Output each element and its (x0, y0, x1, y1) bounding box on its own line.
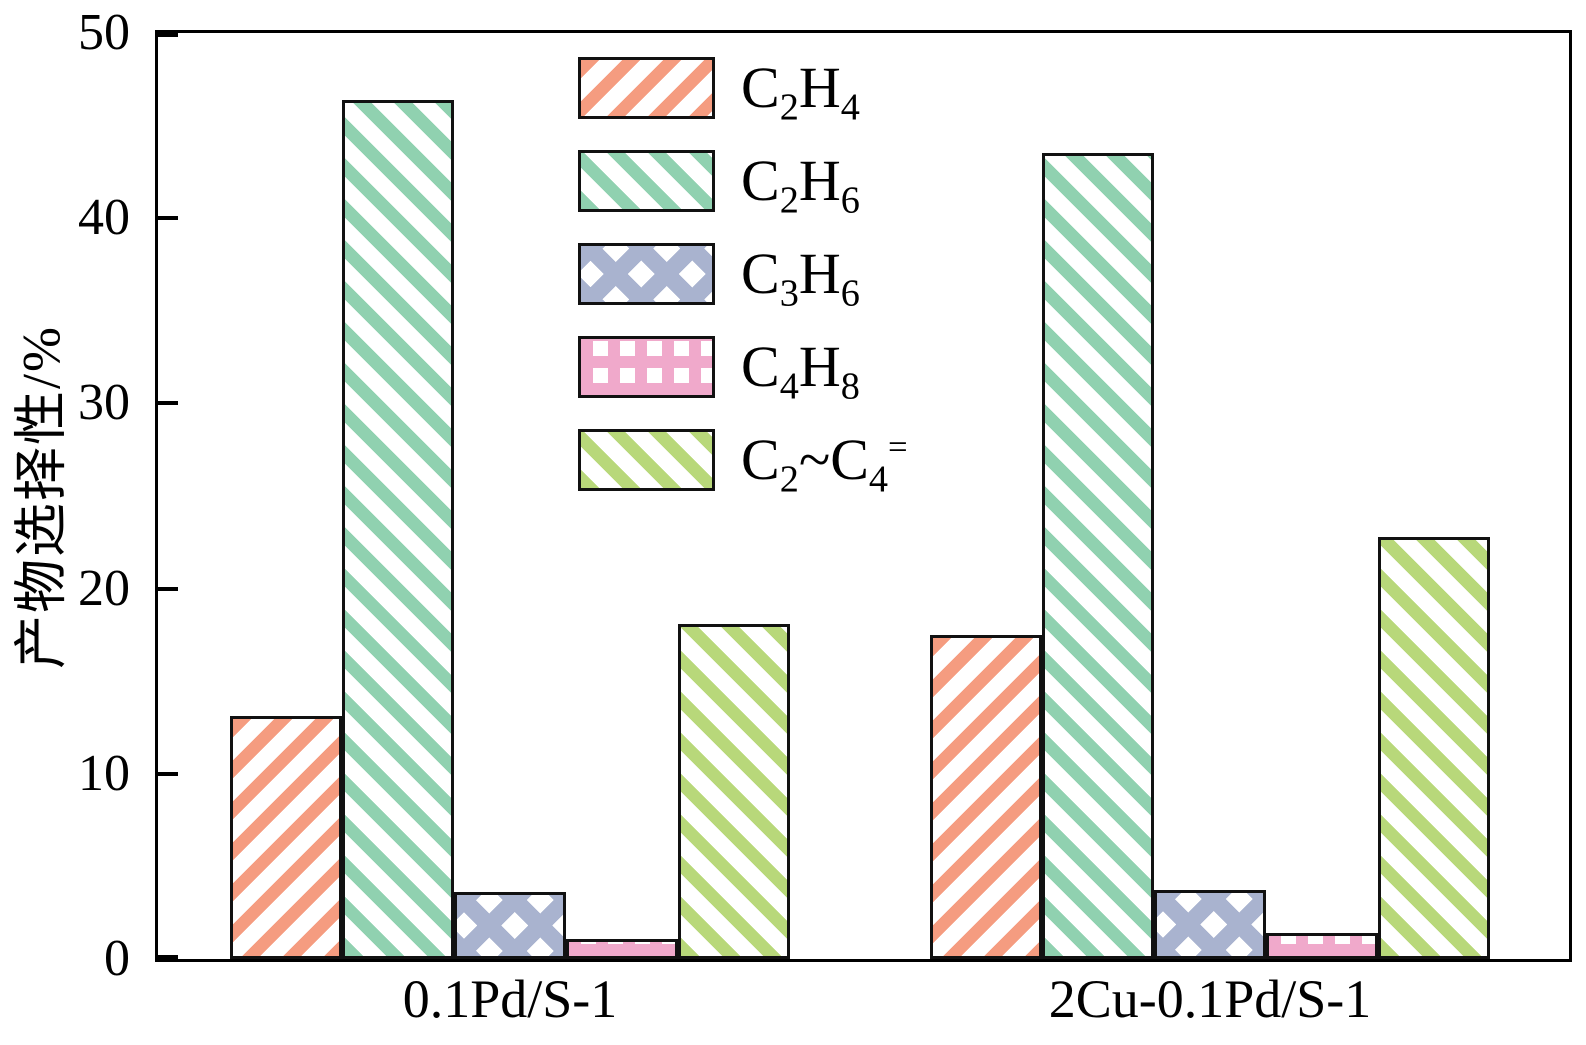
legend-swatch-c2h6 (578, 150, 715, 212)
legend-label-c4h8: C4H8 (741, 334, 860, 408)
bars-layer (158, 33, 1569, 959)
y-tick-mark-10 (158, 771, 178, 776)
bar-c2c4-01pds1 (678, 623, 790, 959)
y-tick-mark-20 (158, 586, 178, 591)
x-tick-label-2cu01pds1: 2Cu-0.1Pd/S-1 (1048, 969, 1372, 1029)
x-tick-label-01pds1: 0.1Pd/S-1 (402, 969, 618, 1029)
legend-swatch-c2h4 (578, 57, 715, 119)
legend: C2H4 C2H6 C3H6 C4H8 C2~C4= (578, 55, 908, 501)
y-tick-label-0: 0 (104, 930, 130, 987)
y-tick-label-50: 50 (78, 4, 130, 61)
bar-c2h6-2cu01pds1 (1042, 153, 1154, 959)
bar-c3h6-2cu01pds1 (1154, 890, 1266, 959)
bar-c2h4-01pds1 (230, 716, 342, 959)
bar-c3h6-01pds1 (454, 892, 566, 959)
y-tick-mark-0 (158, 955, 178, 959)
bar-c2h6-01pds1 (342, 99, 454, 959)
bar-c2h4-2cu01pds1 (930, 634, 1042, 959)
legend-row-c3h6: C3H6 (578, 241, 908, 315)
legend-row-c2c4: C2~C4= (578, 427, 908, 501)
legend-label-c2h4: C2H4 (741, 55, 860, 129)
y-tick-label-20: 20 (78, 559, 130, 617)
plot-area: C2H4 C2H6 C3H6 C4H8 C2~C4= (155, 30, 1572, 962)
y-tick-mark-50 (158, 33, 178, 37)
legend-row-c2h4: C2H4 (578, 55, 908, 129)
y-tick-label-30: 30 (78, 374, 130, 432)
bar-c2c4-2cu01pds1 (1378, 536, 1490, 959)
legend-row-c4h8: C4H8 (578, 334, 908, 408)
y-axis-ticks (158, 33, 1569, 959)
y-tick-mark-40 (158, 216, 178, 221)
legend-label-c2c4: C2~C4= (741, 427, 908, 501)
legend-swatch-c2c4 (578, 429, 715, 491)
legend-swatch-c4h8 (578, 336, 715, 398)
legend-row-c2h6: C2H6 (578, 148, 908, 222)
y-tick-label-40: 40 (78, 189, 130, 247)
bar-c4h8-01pds1 (566, 938, 678, 959)
y-tick-label-10: 10 (78, 744, 130, 802)
bar-c4h8-2cu01pds1 (1266, 933, 1378, 959)
legend-label-c3h6: C3H6 (741, 241, 860, 315)
legend-label-c2h6: C2H6 (741, 148, 860, 222)
y-tick-mark-30 (158, 401, 178, 406)
legend-swatch-c3h6 (578, 243, 715, 305)
